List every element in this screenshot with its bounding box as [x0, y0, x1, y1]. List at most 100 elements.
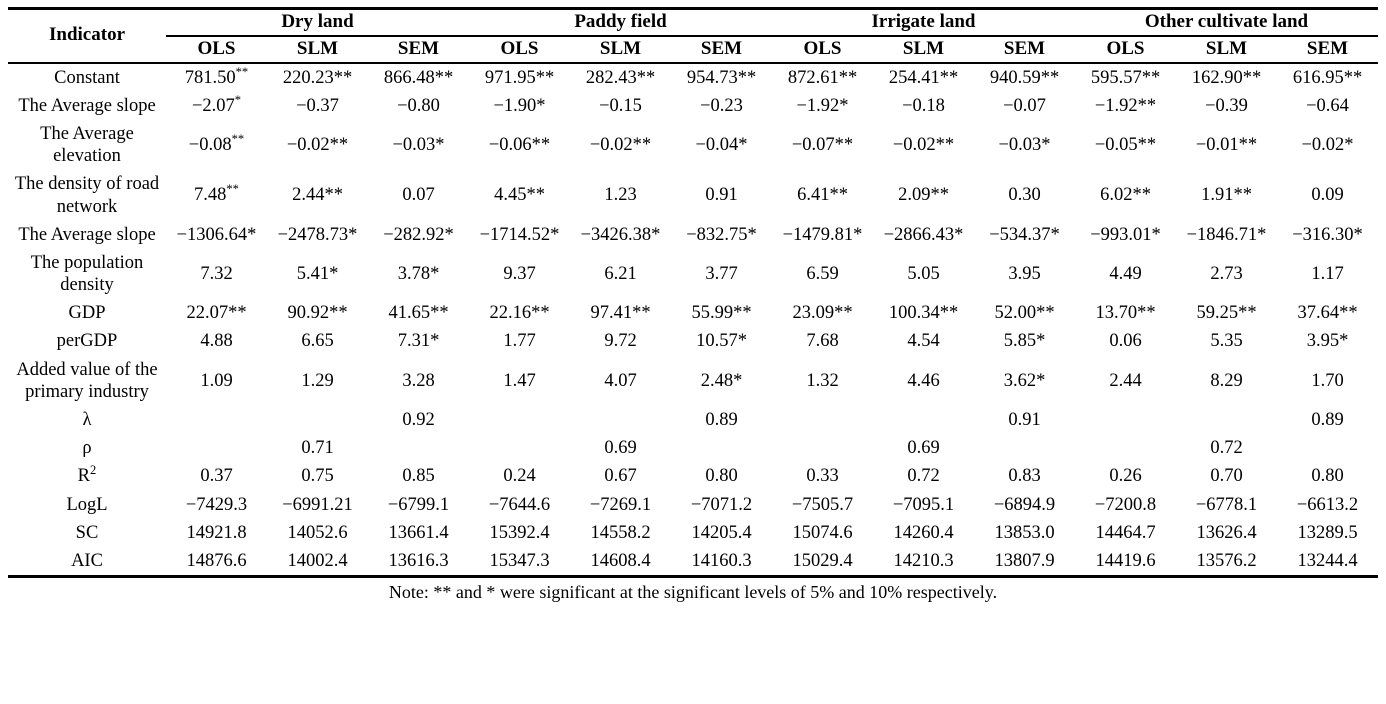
table-cell: 13853.0: [994, 522, 1055, 543]
table-cell: −7095.1: [892, 494, 955, 515]
table-cell: −0.02*: [1301, 135, 1354, 156]
table-cell: 1.47: [503, 370, 536, 391]
model-header-slm-group3: SLM: [873, 35, 974, 64]
table-cell: −3426.38*: [580, 224, 661, 245]
table-cell: 781.50**: [184, 64, 249, 88]
row-label: The density of road network: [14, 174, 160, 217]
table-body: Constant 781.50** 220.23** 866.48** 971.95**…: [8, 63, 1378, 577]
model-header-ols-group2: OLS: [469, 35, 570, 64]
table-cell: 0.92: [402, 410, 435, 431]
table-cell: −0.23: [700, 95, 743, 116]
table-cell: [469, 406, 570, 434]
table-cell: 1.23: [604, 185, 637, 206]
table-cell: 0.91: [1008, 410, 1041, 431]
model-header-slm-group1: SLM: [267, 35, 368, 64]
table-cell: [267, 406, 368, 434]
table-cell: 6.02**: [1100, 185, 1151, 206]
table-cell: −0.39: [1205, 95, 1248, 116]
table-cell: 0.33: [806, 466, 839, 487]
table-cell: −6799.1: [387, 494, 450, 515]
table-cell: 0.70: [1210, 466, 1243, 487]
table-cell: −0.80: [397, 95, 440, 116]
table-cell: 14464.7: [1095, 522, 1156, 543]
table-cell: 100.34**: [888, 303, 959, 324]
table-cell: 0.30: [1008, 185, 1041, 206]
model-header-slm-group2: SLM: [570, 35, 671, 64]
group-header-2: Paddy field: [469, 8, 772, 37]
table-cell: 866.48**: [383, 67, 454, 88]
table-cell: 0.80: [705, 466, 738, 487]
table-cell: 52.00**: [994, 303, 1055, 324]
group-header-3: Irrigate land: [772, 8, 1075, 37]
table-cell: −0.08**: [188, 131, 245, 156]
table-cell: −7505.7: [791, 494, 854, 515]
table-cell: 1.70: [1311, 370, 1344, 391]
table-cell: 0.83: [1008, 466, 1041, 487]
table-cell: 1.32: [806, 370, 839, 391]
table-cell: 0.07: [402, 185, 435, 206]
table-row: perGDP 4.88 6.65 7.31* 1.77 9.72 10.57* 7.68 4.5…: [8, 327, 1378, 355]
table-cell: −0.07: [1003, 95, 1046, 116]
row-label: LogL: [66, 494, 108, 515]
table-cell: 59.25**: [1196, 303, 1257, 324]
table-cell: 872.61**: [787, 67, 858, 88]
table-cell: −6894.9: [993, 494, 1056, 515]
table-cell: 13616.3: [388, 550, 449, 571]
table-cell: 10.57*: [696, 331, 747, 352]
table-cell: −282.92*: [383, 224, 454, 245]
table-cell: 9.37: [503, 264, 536, 284]
table-cell: 7.32: [200, 264, 233, 284]
table-cell: 13244.4: [1297, 550, 1358, 571]
table-cell: 5.05: [907, 264, 940, 284]
row-label: perGDP: [56, 331, 118, 352]
table-cell: −993.01*: [1090, 224, 1161, 245]
table-cell: −1306.64*: [176, 224, 257, 245]
table-cell: −1.90*: [493, 95, 546, 116]
group-header-4: Other cultivate land: [1075, 8, 1378, 37]
table-cell: 954.73**: [686, 67, 757, 88]
table-cell: 940.59**: [989, 67, 1060, 88]
table-cell: 4.88: [200, 331, 233, 352]
table-cell: −0.05**: [1094, 135, 1157, 156]
table-cell: −2.07*: [191, 92, 242, 116]
row-label: GDP: [68, 303, 106, 324]
table-cell: 5.41*: [296, 264, 339, 284]
table-cell: 3.95*: [1306, 331, 1349, 352]
table-cell: 15392.4: [489, 522, 550, 543]
table-cell: 1.91**: [1201, 185, 1252, 206]
table-cell: −0.15: [599, 95, 642, 116]
table-cell: 22.07**: [186, 303, 247, 324]
table-cell: 282.43**: [585, 67, 656, 88]
model-header-sem-group4: SEM: [1277, 35, 1378, 64]
table-row: Added value of the primary industry 1.09 1…: [8, 356, 1378, 406]
table-cell: 0.71: [301, 438, 334, 459]
table-cell: −6778.1: [1195, 494, 1258, 515]
table-cell: 13661.4: [388, 522, 449, 543]
indicator-column-header: Indicator: [8, 8, 166, 64]
table-cell: 5.35: [1210, 331, 1243, 352]
table-row: The Average elevation −0.08** −0.02** −0.03…: [8, 120, 1378, 170]
table-cell: 5.85*: [1003, 331, 1046, 352]
table-cell: 6.65: [301, 331, 334, 352]
table-cell: 4.46: [907, 370, 940, 391]
row-label: The Average slope: [18, 224, 156, 245]
table-row: The population density 7.32 5.41* 3.78* 9.37…: [8, 249, 1378, 299]
table-cell: 254.41**: [888, 67, 959, 88]
table-cell: −2478.73*: [277, 224, 358, 245]
table-cell: 7.31*: [397, 331, 440, 352]
table-cell: 4.45**: [494, 185, 545, 206]
table-cell: 6.21: [604, 264, 637, 284]
table-cell: 0.89: [705, 410, 738, 431]
table-cell: 14419.6: [1095, 550, 1156, 571]
table-cell: 616.95**: [1292, 67, 1363, 88]
table-cell: 2.09**: [898, 185, 949, 206]
table-cell: 0.85: [402, 466, 435, 487]
model-header-slm-group4: SLM: [1176, 35, 1277, 64]
row-label: SC: [75, 522, 99, 543]
table-cell: 1.29: [301, 370, 334, 391]
table-cell: 3.78*: [397, 264, 440, 284]
row-label: R2: [77, 463, 97, 487]
table-cell: −2866.43*: [883, 224, 964, 245]
table-cell: −0.64: [1306, 95, 1349, 116]
table-cell: 0.26: [1109, 466, 1142, 487]
